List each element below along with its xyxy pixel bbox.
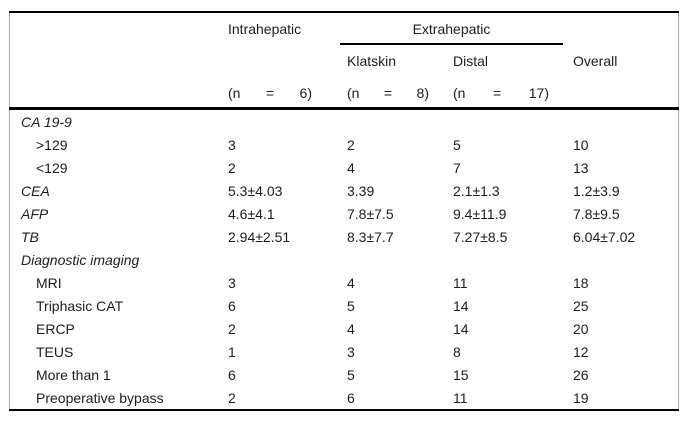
cell-klatskin: 4 (347, 274, 355, 291)
table-row: MRI 3 4 11 18 (9, 271, 679, 294)
row-label: AFP (21, 205, 49, 222)
table-row: Triphasic CAT 6 5 14 25 (9, 294, 679, 317)
table-row: AFP 4.6±4.1 7.8±7.5 9.4±11.9 7.8±9.5 (9, 202, 679, 225)
n-equals: = (493, 85, 502, 101)
cell-overall: 18 (573, 274, 589, 291)
cell-overall: 13 (573, 159, 589, 176)
cell-distal: 15 (453, 366, 469, 383)
cell-distal: 11 (453, 389, 468, 406)
cell-overall: 26 (573, 366, 589, 383)
row-label: CEA (21, 182, 50, 199)
cell-klatskin: 6 (347, 389, 355, 406)
cell-intrahepatic: 6 (228, 366, 236, 383)
n-value: 17) (528, 85, 549, 101)
table-row: Preoperative bypass 2 6 11 19 (9, 386, 679, 409)
col-header-distal: Distal (453, 53, 489, 69)
row-label: >129 (36, 136, 68, 153)
cell-klatskin: 7.8±7.5 (347, 205, 394, 222)
cell-distal: 9.4±11.9 (453, 205, 507, 222)
cell-distal: 14 (453, 320, 469, 337)
cell-overall: 10 (573, 136, 589, 153)
cell-intrahepatic: 1 (228, 343, 236, 360)
n-open: (n (347, 85, 360, 101)
patient-data-table: Intrahepatic Extrahepatic Klatskin Dista… (9, 11, 679, 411)
cell-intrahepatic: 5.3±4.03 (228, 182, 283, 199)
scan-border-right-line (678, 11, 679, 411)
cell-klatskin: 5 (347, 366, 355, 383)
table-row: CA 19-9 (9, 110, 679, 133)
table-body: CA 19-9 >129 3 2 5 10 <129 2 4 7 13 CEA … (9, 110, 679, 411)
cell-overall: 19 (573, 389, 589, 406)
cell-intrahepatic: 2.94±2.51 (228, 228, 291, 245)
cell-intrahepatic: 2 (228, 320, 236, 337)
table-row: ERCP 2 4 14 20 (9, 317, 679, 340)
n-count-klatskin: (n = 8) (347, 85, 429, 101)
table-row: CEA 5.3±4.03 3.39 2.1±1.3 1.2±3.9 (9, 179, 679, 202)
cell-klatskin: 3.39 (347, 182, 375, 199)
row-label: More than 1 (36, 366, 111, 383)
table-header: Intrahepatic Extrahepatic Klatskin Dista… (9, 13, 679, 110)
table-row: More than 1 6 5 15 26 (9, 363, 679, 386)
col-header-overall: Overall (573, 53, 618, 69)
table-row: Diagnostic imaging (9, 248, 679, 271)
cell-overall: 12 (573, 343, 589, 360)
n-value: 8) (416, 85, 429, 101)
cell-distal: 7.27±8.5 (453, 228, 508, 245)
n-count-distal: (n = 17) (453, 85, 549, 101)
row-label: <129 (36, 159, 68, 176)
cell-klatskin: 2 (347, 136, 355, 153)
cell-overall: 1.2±3.9 (573, 182, 620, 199)
n-equals: = (265, 85, 275, 101)
table-row: >129 3 2 5 10 (9, 133, 679, 156)
n-value: 6) (299, 85, 312, 101)
cell-overall: 7.8±9.5 (573, 205, 620, 222)
table-row: TB 2.94±2.51 8.3±7.7 7.27±8.5 6.04±7.02 (9, 225, 679, 248)
cell-overall: 6.04±7.02 (573, 228, 636, 245)
cell-distal: 7 (453, 159, 461, 176)
table-row: TEUS 1 3 8 12 (9, 340, 679, 363)
cell-klatskin: 4 (347, 159, 355, 176)
cell-intrahepatic: 4.6±4.1 (228, 205, 275, 222)
cell-distal: 8 (453, 343, 461, 360)
row-label: TEUS (36, 343, 74, 360)
row-label: CA 19-9 (21, 113, 72, 130)
cell-intrahepatic: 6 (228, 297, 236, 314)
row-label: Preoperative bypass (36, 389, 164, 406)
row-label: MRI (36, 274, 62, 291)
cell-overall: 20 (573, 320, 589, 337)
col-header-klatskin: Klatskin (347, 53, 397, 69)
cell-distal: 2.1±1.3 (453, 182, 500, 199)
cell-overall: 25 (573, 297, 589, 314)
cell-klatskin: 5 (347, 297, 355, 314)
cell-distal: 11 (453, 274, 468, 291)
table-row: <129 2 4 7 13 (9, 156, 679, 179)
row-label: ERCP (36, 320, 75, 337)
col-header-intrahepatic: Intrahepatic (228, 21, 302, 37)
cell-distal: 14 (453, 297, 469, 314)
row-label: TB (21, 228, 39, 245)
row-label: Diagnostic imaging (21, 251, 140, 268)
cell-klatskin: 3 (347, 343, 355, 360)
cell-intrahepatic: 3 (228, 136, 236, 153)
n-open: (n (453, 85, 466, 101)
scan-border-left-line (9, 11, 10, 411)
cell-distal: 5 (453, 136, 461, 153)
col-group-header-extrahepatic: Extrahepatic (340, 21, 563, 45)
n-open: (n (228, 85, 241, 101)
cell-intrahepatic: 3 (228, 274, 236, 291)
cell-klatskin: 4 (347, 320, 355, 337)
n-count-intrahepatic: (n = 6) (228, 85, 312, 101)
cell-intrahepatic: 2 (228, 389, 236, 406)
cell-intrahepatic: 2 (228, 159, 236, 176)
cell-klatskin: 8.3±7.7 (347, 228, 394, 245)
row-label: Triphasic CAT (36, 297, 124, 314)
n-equals: = (383, 85, 393, 101)
